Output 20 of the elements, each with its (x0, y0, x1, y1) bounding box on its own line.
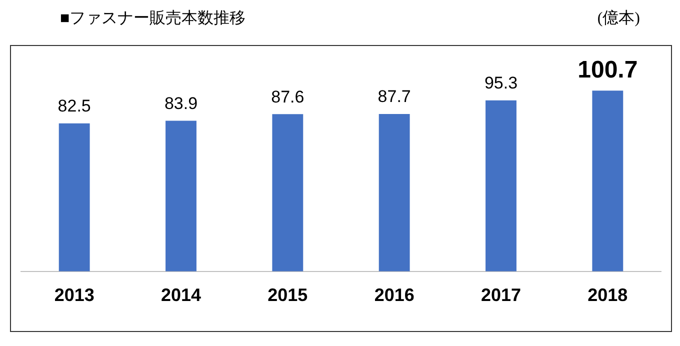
data-label: 82.5 (58, 96, 91, 116)
bar (378, 114, 410, 272)
data-label: 100.7 (578, 56, 638, 84)
bar (58, 123, 90, 272)
data-label: 87.7 (378, 87, 411, 106)
bar (486, 100, 516, 272)
data-label: 87.6 (271, 87, 304, 106)
x-tick-label: 2015 (268, 285, 308, 306)
x-tick-label: 2018 (588, 285, 628, 306)
x-tick-label: 2013 (54, 285, 94, 306)
bar (166, 120, 196, 272)
x-tick-label: 2014 (160, 285, 202, 306)
bar (272, 114, 304, 272)
x-tick-label: 2017 (480, 285, 522, 306)
y-axis-title: (億本) (597, 8, 640, 29)
bar (592, 90, 624, 272)
chart-title: ■ファスナー販売本数推移 (60, 8, 246, 29)
data-label: 83.9 (164, 94, 198, 113)
x-tick-label: 2016 (374, 285, 414, 306)
data-label: 95.3 (484, 74, 518, 93)
